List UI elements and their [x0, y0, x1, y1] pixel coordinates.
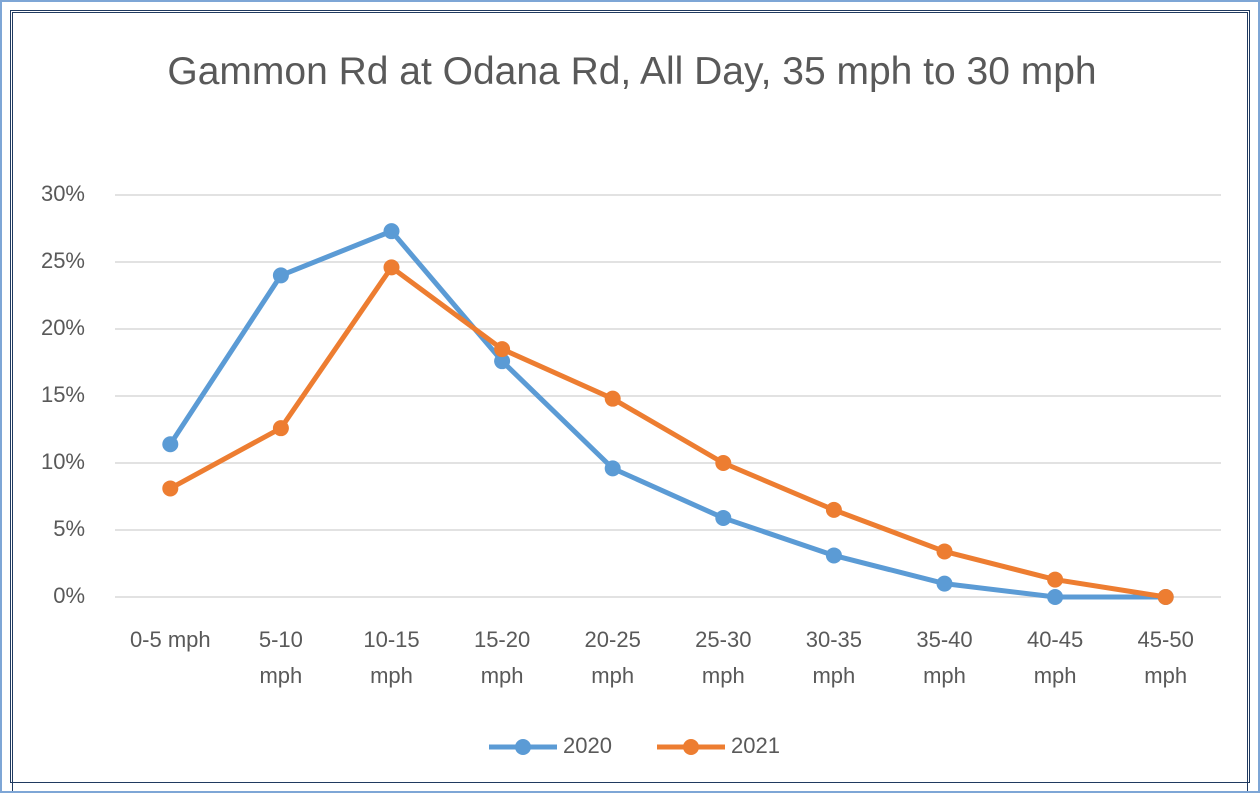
legend-label: 2020	[563, 733, 612, 758]
x-tick-label: 30-35 mph	[805, 627, 863, 688]
legend-label: 2021	[731, 733, 780, 758]
x-tick-label: 35-40 mph	[916, 627, 973, 688]
data-point	[272, 267, 289, 284]
y-tick-label: 5%	[53, 516, 85, 541]
x-tick-label: 15-20 mph	[473, 627, 531, 688]
data-point	[825, 547, 842, 564]
data-point	[162, 436, 179, 453]
y-tick-label: 15%	[41, 382, 85, 407]
y-tick-label: 25%	[41, 248, 85, 273]
y-tick-label: 30%	[41, 181, 85, 206]
data-point	[936, 575, 953, 592]
x-tick-label: 45-50 mph	[1137, 627, 1194, 688]
x-tick-label: 40-45 mph	[1026, 627, 1084, 688]
data-point	[1157, 589, 1174, 605]
data-point	[383, 223, 400, 240]
x-tick-label: 0-5 mph	[129, 627, 211, 652]
series-line	[169, 264, 1167, 600]
data-point	[604, 390, 621, 407]
data-point	[162, 480, 179, 497]
data-point	[1047, 571, 1064, 588]
data-point	[383, 259, 400, 276]
y-tick-label: 10%	[41, 449, 85, 474]
series-line	[168, 228, 1166, 600]
data-point	[604, 460, 621, 477]
x-tick-label: 10-15 mph	[363, 627, 420, 688]
y-tick-label: 20%	[41, 315, 85, 340]
y-tick-label: 0%	[53, 583, 85, 608]
data-point	[494, 341, 511, 358]
data-point	[1047, 589, 1064, 605]
data-point	[715, 509, 732, 526]
data-point	[715, 455, 732, 471]
data-point	[825, 501, 842, 518]
data-point	[936, 543, 953, 560]
data-point	[494, 353, 511, 370]
data-point	[272, 420, 289, 437]
chart-title: Gammon Rd at Odana Rd, All Day, 35 mph t…	[167, 50, 1097, 93]
legend-marker	[515, 739, 531, 755]
x-tick-label: 5-10 mph	[258, 627, 303, 688]
x-tick-label: 25-30 mph	[695, 627, 752, 688]
legend-marker	[683, 739, 699, 755]
chart-border	[12, 12, 1248, 791]
x-tick-label: 20-25 mph	[584, 627, 641, 688]
